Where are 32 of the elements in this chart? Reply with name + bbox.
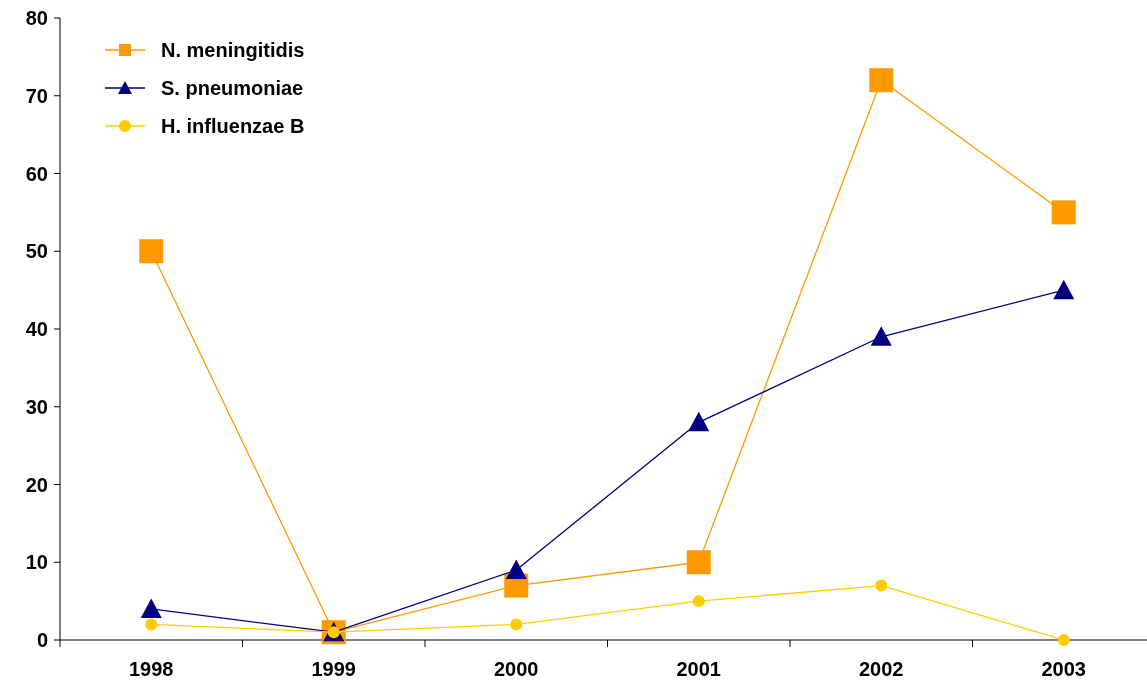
point: [875, 579, 888, 592]
point: [1051, 200, 1076, 225]
point: [869, 68, 894, 93]
y-tick-label: 50: [25, 240, 48, 263]
y-tick-label: 80: [25, 7, 48, 29]
y-tick-label: 20: [25, 473, 48, 496]
y-tick-label: 30: [25, 395, 48, 418]
y-tick-label: 70: [25, 84, 48, 107]
x-tick-label: 2003: [1041, 658, 1086, 680]
point: [139, 239, 164, 264]
x-tick-label: 1999: [311, 658, 356, 680]
point: [140, 598, 162, 618]
point: [510, 618, 523, 631]
point: [1057, 634, 1070, 646]
legend-label: N. meningitidis: [161, 39, 305, 61]
x-tick-label: 2002: [859, 658, 904, 680]
x-tick-label: 2000: [494, 658, 539, 680]
x-tick-label: 1998: [129, 658, 174, 680]
y-tick-label: 0: [36, 629, 48, 651]
y-tick-label: 60: [25, 162, 48, 185]
legend-label: H. influenzae B: [161, 115, 305, 137]
point: [505, 559, 527, 580]
point: [692, 595, 705, 608]
x-tick-label: 2001: [676, 658, 721, 680]
y-tick-label: 40: [25, 318, 48, 340]
point: [870, 326, 892, 346]
point: [145, 618, 158, 631]
point: [1053, 279, 1075, 300]
point: [688, 411, 710, 432]
point: [686, 550, 711, 575]
legend-label: S. pneumoniae: [161, 77, 304, 99]
y-tick-label: 10: [25, 551, 48, 574]
